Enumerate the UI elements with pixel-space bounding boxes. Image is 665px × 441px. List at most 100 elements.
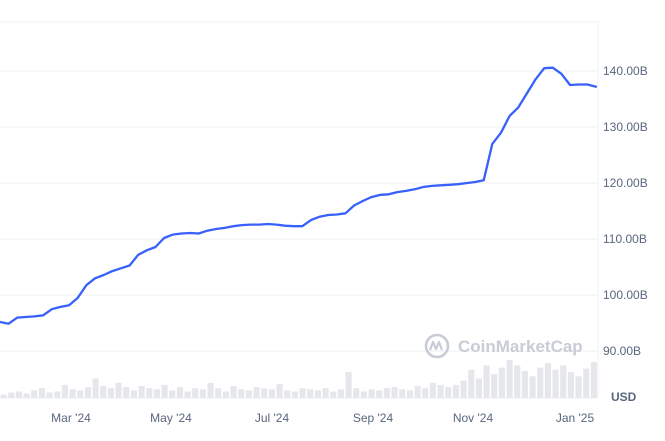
volume-bar [284,390,291,398]
volume-bar [138,386,145,398]
volume-bar [368,389,375,398]
coinmarketcap-logo-icon [424,333,450,359]
volume-bar [322,388,329,398]
volume-bar [15,391,22,398]
volume-bar [314,390,321,398]
volume-bar [391,387,398,398]
volume-bar [353,388,360,398]
volume-bar [169,390,176,398]
volume-bar [291,391,298,398]
volume-bar [245,390,252,398]
volume-bar [437,384,444,398]
gridlines [0,21,599,399]
y-tick-label: 110.00B [603,232,647,246]
volume-bar [544,363,551,398]
volume-bar [422,388,429,398]
volume-bar [38,388,45,398]
volume-bar [429,382,436,398]
volume-bar [199,389,206,398]
y-tick-label: 130.00B [603,120,648,134]
volume-bar [238,389,245,398]
volume-bar [514,365,521,398]
volume-bar [222,391,229,398]
volume-bar [460,380,467,398]
volume-bar [107,388,114,398]
volume-bar [146,388,153,398]
volume-bar [230,386,237,398]
volume-bar [299,388,306,398]
y-tick-label: 120.00B [603,176,648,190]
volume-bar [115,382,122,398]
volume-bar [406,390,413,398]
volume-bar [207,382,214,398]
volume-bar [383,388,390,398]
volume-bar [506,360,513,398]
volume-bar [475,378,482,398]
volume-bar [69,389,76,398]
watermark-text: CoinMarketCap [458,337,583,356]
volume-bar [583,368,590,398]
volume-bar [360,391,367,398]
x-tick-label: Jul '24 [255,411,290,425]
x-tick-label: Sep '24 [353,411,394,425]
volume-bar [215,388,222,398]
volume-bar [268,389,275,398]
coinmarketcap-logo-mark [428,340,444,351]
volume-bar [468,369,475,398]
volume-bar [123,387,130,398]
volume-bar [521,370,528,398]
volume-bar [567,371,574,398]
volume-bar [192,388,199,398]
volume-bar [560,365,567,398]
volume-bar [161,384,168,398]
y-tick-label: 100.00B [603,288,648,302]
volume-bar [276,383,283,398]
volume-bar [552,369,559,398]
y-tick-label: 140.00B [603,64,648,78]
volume-bar [100,386,107,398]
volume-bar [153,389,160,398]
volume-bar [452,384,459,398]
y-axis-unit: USD [611,390,637,404]
volume-bar [590,362,597,398]
coinmarketcap-watermark: CoinMarketCap [424,333,583,359]
volume-bar [345,371,352,398]
volume-bar [529,376,536,398]
volume-bar [253,387,260,398]
volume-bar [176,387,183,398]
volume-bar [77,390,84,398]
volume-bars [0,360,597,398]
volume-bar [92,378,99,398]
volume-bar [483,365,490,398]
y-axis-ticks: 140.00B 130.00B 120.00B 110.00B 100.00B 90.00… [603,64,648,358]
volume-bar [184,391,191,398]
volume-bar [307,389,314,398]
volume-bar [445,387,452,398]
volume-bar [337,389,344,398]
volume-bar [0,394,7,398]
x-tick-label: May '24 [150,411,192,425]
volume-bar [130,390,137,398]
x-axis-ticks: Mar '24 May '24 Jul '24 Sep '24 Nov '24 Jan '… [51,411,594,425]
volume-bar [575,376,582,398]
volume-bar [330,391,337,398]
x-tick-label: Mar '24 [51,411,91,425]
volume-bar [261,388,268,398]
volume-bar [537,367,544,398]
price-line [0,66,598,325]
volume-bar [31,390,38,398]
volume-bar [54,391,61,398]
y-tick-label: 90.00B [603,344,641,358]
volume-bar [46,392,53,398]
volume-bar [8,392,15,398]
volume-bar [498,367,505,398]
x-tick-label: Nov '24 [453,411,494,425]
volume-bar [399,389,406,398]
volume-bar [414,386,421,398]
volume-bar [376,390,383,398]
volume-bar [84,387,91,398]
volume-bar [23,393,30,398]
volume-bar [491,374,498,398]
x-tick-label: Jan '25 [556,411,595,425]
